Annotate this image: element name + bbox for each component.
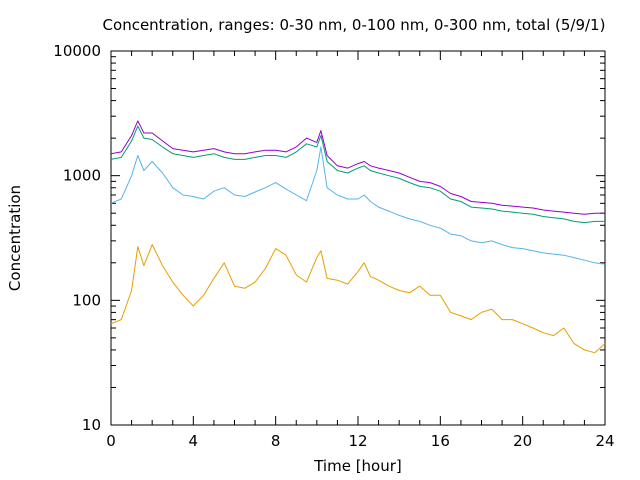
series-line-2 bbox=[110, 146, 606, 265]
x-tick-label: 24 bbox=[595, 432, 614, 450]
x-tick-label: 8 bbox=[271, 432, 281, 450]
y-tick-label: 10 bbox=[82, 416, 101, 434]
x-tick-label: 0 bbox=[106, 432, 116, 450]
series-group bbox=[110, 120, 606, 354]
series-line-3 bbox=[110, 125, 605, 224]
y-tick-label: 10000 bbox=[53, 42, 101, 60]
x-tick-label: 4 bbox=[189, 432, 199, 450]
x-axis: 0 4 8 12 16 20 24 bbox=[106, 51, 615, 450]
y-axis: 10 100 1000 10000 bbox=[53, 42, 605, 434]
plot-frame bbox=[110, 50, 606, 426]
chart-title: Concentration, ranges: 0-30 nm, 0-100 nm… bbox=[103, 16, 606, 34]
x-axis-label: Time [hour] bbox=[313, 457, 402, 475]
y-tick-label: 100 bbox=[72, 291, 101, 309]
series-line-4 bbox=[110, 120, 605, 215]
y-axis-label: Concentration bbox=[6, 185, 24, 291]
x-tick-label: 16 bbox=[431, 432, 450, 450]
series-line-1 bbox=[110, 244, 606, 354]
x-tick-label: 20 bbox=[513, 432, 532, 450]
x-tick-label: 12 bbox=[348, 432, 367, 450]
y-tick-label: 1000 bbox=[63, 167, 101, 185]
